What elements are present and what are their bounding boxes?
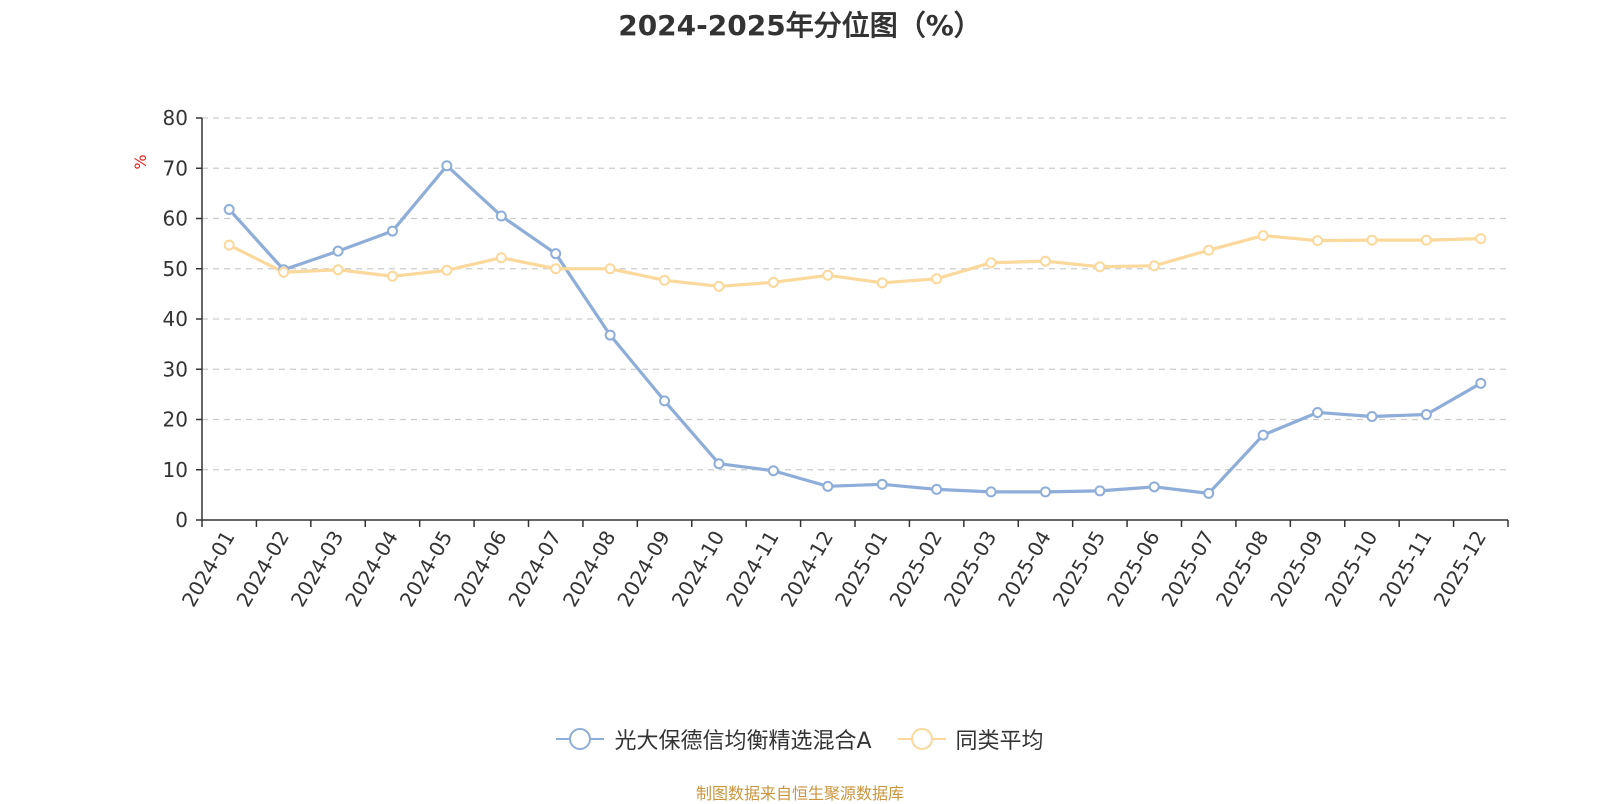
series-1-point — [223, 203, 235, 215]
series-1-point — [659, 395, 671, 407]
series-1-point — [604, 329, 616, 341]
y-tick-label: 10 — [163, 458, 188, 482]
series-1-point — [1366, 410, 1378, 422]
source-footer: 制图数据来自恒生聚源数据库 — [695, 784, 904, 803]
x-tick-label: 2024-07 — [503, 527, 566, 611]
x-tick-label: 2024-11 — [721, 527, 784, 611]
series-1-point — [822, 480, 834, 492]
series-1-point — [985, 486, 997, 498]
series-1-point — [1148, 481, 1160, 493]
series-2-point — [876, 277, 888, 289]
x-tick-label: 2025-06 — [1102, 527, 1165, 611]
series-1-point — [1094, 485, 1106, 497]
gridlines — [202, 117, 1508, 471]
series-1-point — [1475, 377, 1487, 389]
series-2-point — [1203, 244, 1215, 256]
series-2-point — [604, 263, 616, 275]
legend-item-series-1[interactable]: 光大保德信均衡精选混合A — [556, 723, 872, 755]
x-tick-label: 2024-12 — [776, 527, 839, 611]
x-tick-label: 2024-04 — [340, 527, 403, 611]
y-tick-label: 70 — [163, 156, 188, 180]
series-1-point — [1039, 486, 1051, 498]
x-tick-label: 2024-08 — [558, 527, 621, 611]
y-tick-label: 50 — [163, 257, 188, 281]
series-2-point — [1366, 234, 1378, 246]
y-tick-label: 0 — [175, 508, 188, 532]
series-2-point — [822, 269, 834, 281]
series-2-point — [1257, 230, 1269, 242]
series-2-point — [441, 264, 453, 276]
x-tick-label: 2024-09 — [612, 527, 675, 611]
series-line-1 — [228, 164, 1482, 495]
series-line-2 — [228, 233, 1481, 288]
series-2-point — [659, 274, 671, 286]
series-2-point — [767, 276, 779, 288]
x-tick-label: 2025-09 — [1265, 527, 1328, 611]
series-2-point — [713, 280, 725, 292]
legend-line-circle-icon — [556, 728, 605, 750]
y-tick-label: 60 — [163, 207, 188, 231]
series-1-point — [876, 478, 888, 490]
x-tick-label: 2025-07 — [1156, 527, 1219, 611]
y-tick-label: 30 — [163, 357, 188, 381]
legend-label-series-1: 光大保德信均衡精选混合A — [614, 729, 872, 754]
series-2-point — [1312, 235, 1324, 247]
series-2-point — [1475, 233, 1487, 245]
y-tick-label: 20 — [163, 408, 188, 432]
x-tick-label: 2025-04 — [993, 527, 1056, 611]
series-2-point — [985, 257, 997, 269]
series-2-point — [1148, 260, 1160, 272]
legend: 光大保德信均衡精选混合A 同类平均 — [0, 723, 1600, 755]
x-tick-label: 2024-06 — [449, 527, 512, 611]
series-lines — [223, 160, 1487, 499]
series-1-point — [1312, 406, 1324, 418]
series-1-point — [1420, 408, 1432, 420]
x-tick-label: 2025-03 — [939, 527, 1002, 611]
series-2-point — [550, 263, 562, 275]
x-tick-label: 2024-03 — [286, 527, 349, 611]
series-1-point — [332, 245, 344, 257]
series-1-point — [1203, 487, 1215, 499]
x-tick-label: 2024-01 — [177, 527, 240, 611]
series-2-point — [332, 264, 344, 276]
x-tick-label: 2024-05 — [395, 527, 458, 611]
series-2-point — [1420, 234, 1432, 246]
series-1-point — [550, 248, 562, 260]
series-1-point — [441, 160, 453, 172]
y-tick-label: 80 — [163, 106, 188, 130]
x-tick-label: 2025-01 — [830, 527, 893, 611]
series-1-point — [713, 458, 725, 470]
series-2-point — [1094, 261, 1106, 273]
series-1-point — [931, 483, 943, 495]
x-tick-label: 2025-08 — [1211, 527, 1274, 611]
x-tick-label: 2024-10 — [667, 527, 730, 611]
x-tick-label: 2025-11 — [1374, 527, 1437, 611]
series-2-point — [931, 273, 943, 285]
series-1-point — [386, 225, 398, 237]
legend-item-series-2[interactable]: 同类平均 — [897, 723, 1044, 755]
legend-label-series-2: 同类平均 — [955, 729, 1044, 754]
series-1-point — [495, 210, 507, 222]
series-1-point — [767, 465, 779, 477]
x-tick-label: 2024-02 — [231, 527, 294, 611]
series-2-point — [495, 252, 507, 264]
y-axis-label: % — [131, 154, 150, 169]
series-1-point — [1257, 429, 1269, 441]
y-tick-label: 40 — [163, 307, 188, 331]
x-tick-label: 2025-02 — [884, 527, 947, 611]
series-2-point — [386, 270, 398, 282]
x-tick-label: 2025-10 — [1320, 527, 1383, 611]
chart-title: 2024-2025年分位图（%） — [618, 9, 982, 42]
series-2-point — [278, 266, 290, 278]
series-2-point — [1039, 255, 1051, 267]
legend-line-circle-icon — [897, 728, 946, 750]
x-tick-label: 2025-05 — [1048, 527, 1111, 611]
axes: 01020304050607080%2024-012024-022024-032… — [131, 106, 1509, 611]
series-2-point — [223, 239, 235, 251]
x-tick-label: 2025-12 — [1429, 527, 1492, 611]
